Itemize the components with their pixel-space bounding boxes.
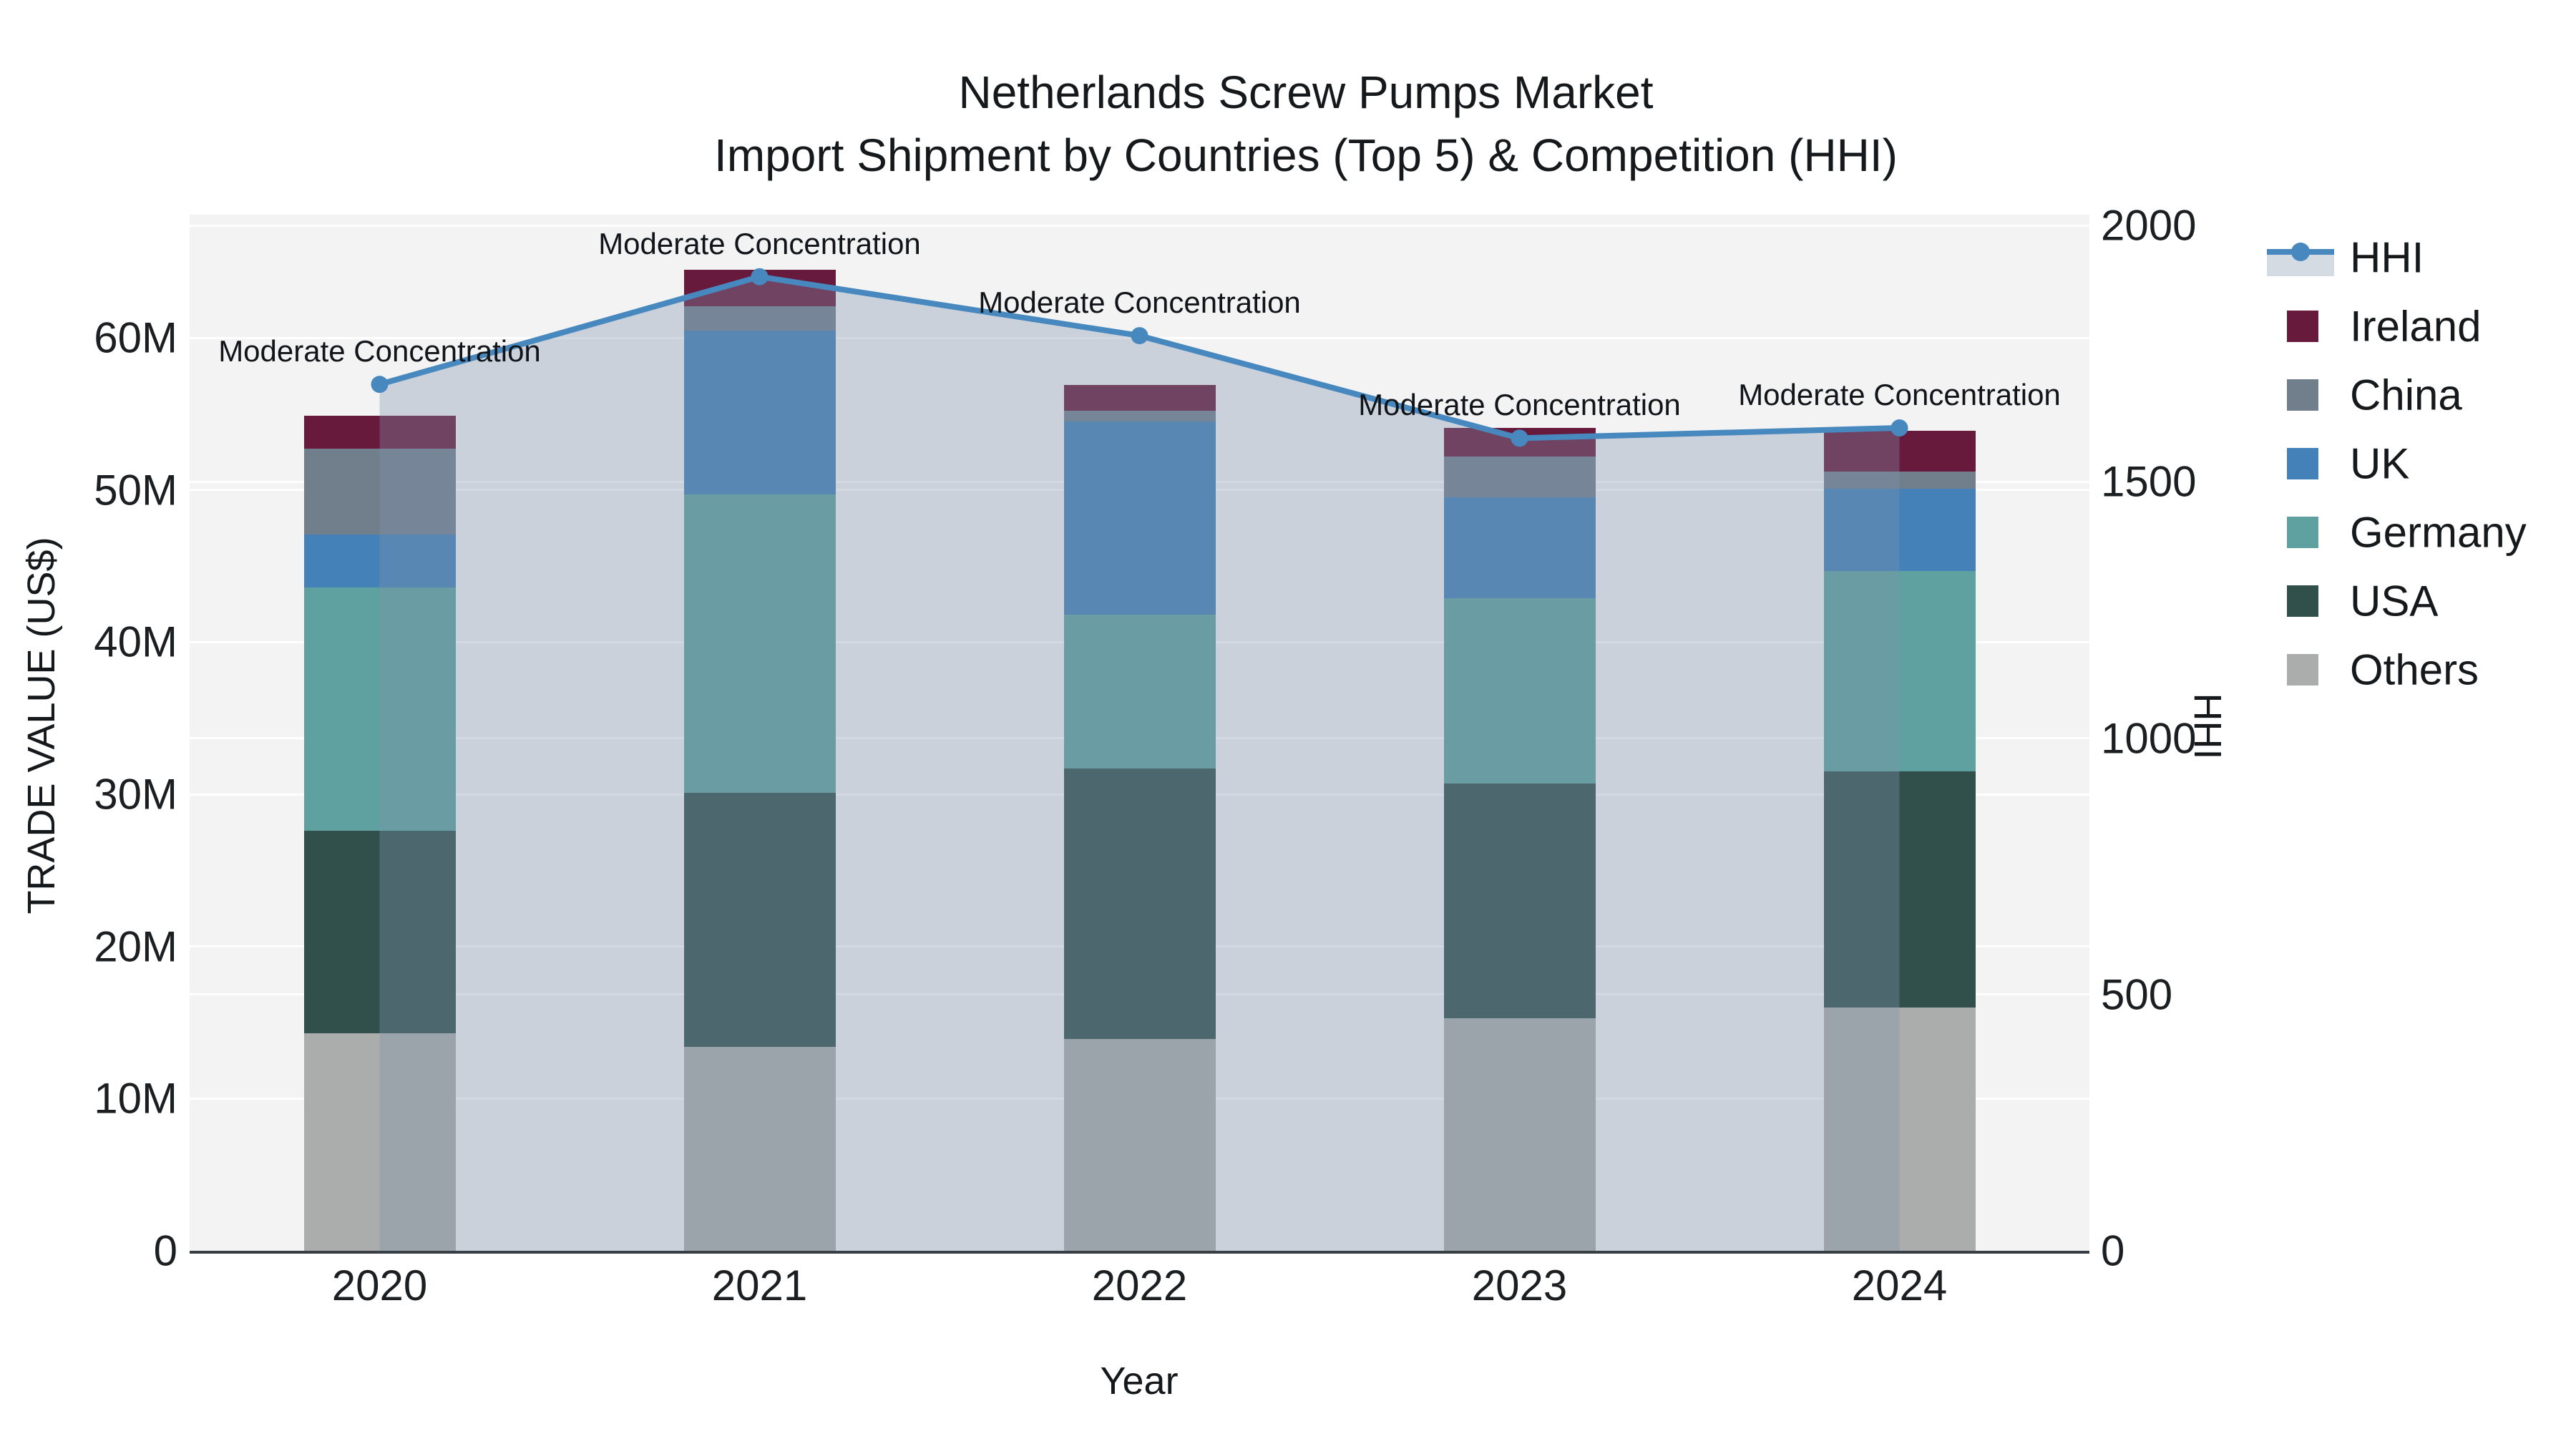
left-axis-title: TRADE VALUE (US$) — [20, 537, 63, 914]
bar-segment-ireland-2022[interactable] — [1063, 385, 1216, 411]
bar-segment-china-2021[interactable] — [683, 306, 836, 331]
legend-item-germany[interactable]: Germany — [2261, 504, 2569, 561]
hhi-point-2023[interactable] — [1511, 429, 1528, 447]
legend-label-hhi: HHI — [2350, 233, 2424, 282]
x-tick-2021: 2021 — [711, 1262, 808, 1309]
right-tick-1000: 1000 — [2101, 714, 2197, 763]
hhi-legend-swatch — [2267, 239, 2334, 276]
legend-item-others[interactable]: Others — [2261, 641, 2569, 698]
legend-swatch-uk — [2287, 448, 2318, 479]
hhi-point-2021[interactable] — [751, 268, 769, 286]
x-axis-line — [190, 1251, 2089, 1254]
x-tick-2022: 2022 — [1091, 1262, 1188, 1309]
annotation-2024: Moderate Concentration — [1738, 378, 2061, 412]
hhi-point-2022[interactable] — [1131, 327, 1148, 345]
legend-swatch-ireland — [2287, 311, 2318, 342]
bar-segment-germany-2020[interactable] — [303, 587, 456, 831]
bar-segment-uk-2021[interactable] — [683, 330, 836, 495]
bar-segment-usa-2024[interactable] — [1823, 771, 1976, 1008]
left-tick-0: 0 — [153, 1226, 177, 1275]
bar-segment-china-2023[interactable] — [1443, 457, 1596, 498]
legend-item-china[interactable]: China — [2261, 366, 2569, 424]
bar-segment-china-2024[interactable] — [1823, 472, 1976, 489]
bar-segment-uk-2023[interactable] — [1443, 497, 1596, 598]
left-tick-50M: 50M — [94, 466, 177, 514]
hhi-point-2020[interactable] — [371, 376, 389, 394]
legend-label-ireland: Ireland — [2350, 302, 2482, 351]
right-tick-2000: 2000 — [2101, 201, 2197, 250]
bar-segment-germany-2023[interactable] — [1443, 597, 1596, 784]
bar-segment-uk-2022[interactable] — [1063, 421, 1216, 615]
hhi-point-2024[interactable] — [1890, 419, 1908, 437]
legend-swatch-china — [2287, 379, 2318, 411]
legend-item-hhi[interactable]: HHI — [2261, 229, 2569, 286]
bar-segment-others-2022[interactable] — [1063, 1039, 1216, 1251]
chart-title-line1: Netherlands Screw Pumps Market — [958, 67, 1654, 118]
bar-segment-ireland-2020[interactable] — [303, 415, 456, 449]
chart-title-line2: Import Shipment by Countries (Top 5) & C… — [714, 130, 1898, 181]
x-axis-title: Year — [1100, 1360, 1179, 1402]
bar-segment-others-2020[interactable] — [303, 1033, 456, 1251]
legend-swatch-others — [2287, 654, 2318, 686]
left-tick-20M: 20M — [94, 922, 177, 971]
bar-segment-germany-2022[interactable] — [1063, 615, 1216, 769]
legend-label-others: Others — [2350, 645, 2479, 694]
legend-item-ireland[interactable]: Ireland — [2261, 298, 2569, 355]
bar-segment-china-2022[interactable] — [1063, 411, 1216, 422]
legend-item-uk[interactable]: UK — [2261, 435, 2569, 492]
bar-segment-usa-2021[interactable] — [683, 792, 836, 1048]
hhi-area-fill — [379, 276, 1900, 1251]
gridline-right-2000 — [190, 224, 2089, 227]
hhi-overlay — [371, 268, 1908, 1251]
left-tick-30M: 30M — [94, 770, 177, 819]
legend-swatch-germany — [2287, 517, 2318, 548]
annotation-2023: Moderate Concentration — [1358, 388, 1681, 422]
x-tick-2024: 2024 — [1851, 1262, 1948, 1309]
left-tick-10M: 10M — [94, 1074, 177, 1123]
legend-label-germany: Germany — [2350, 508, 2527, 557]
annotation-2020: Moderate Concentration — [218, 334, 541, 369]
bar-segment-usa-2023[interactable] — [1443, 784, 1596, 1018]
bar-segment-germany-2021[interactable] — [683, 494, 836, 793]
legend-item-usa[interactable]: USA — [2261, 572, 2569, 630]
bar-segment-uk-2024[interactable] — [1823, 488, 1976, 571]
legend-swatch-usa — [2287, 585, 2318, 617]
bar-segment-germany-2024[interactable] — [1823, 570, 1976, 772]
left-tick-60M: 60M — [94, 313, 177, 362]
x-tick-2023: 2023 — [1471, 1262, 1568, 1309]
right-tick-0: 0 — [2101, 1226, 2125, 1275]
legend-label-uk: UK — [2350, 439, 2410, 488]
x-tick-2020: 2020 — [331, 1262, 428, 1309]
right-tick-1500: 1500 — [2101, 457, 2197, 506]
annotation-2022: Moderate Concentration — [978, 286, 1301, 320]
bar-segment-others-2021[interactable] — [683, 1047, 836, 1251]
bar-segment-others-2024[interactable] — [1823, 1007, 1976, 1251]
annotation-2021: Moderate Concentration — [598, 226, 921, 260]
plot-area[interactable] — [190, 215, 2089, 1251]
left-tick-40M: 40M — [94, 618, 177, 666]
bar-segment-uk-2020[interactable] — [303, 534, 456, 587]
bar-segment-usa-2020[interactable] — [303, 831, 456, 1033]
legend-label-china: China — [2350, 371, 2462, 419]
bar-segment-ireland-2024[interactable] — [1823, 430, 1976, 472]
legend-label-usa: USA — [2350, 577, 2439, 625]
bar-segment-usa-2022[interactable] — [1063, 768, 1216, 1040]
bar-segment-others-2023[interactable] — [1443, 1018, 1596, 1251]
bar-segment-china-2020[interactable] — [303, 449, 456, 535]
right-tick-500: 500 — [2101, 970, 2173, 1019]
